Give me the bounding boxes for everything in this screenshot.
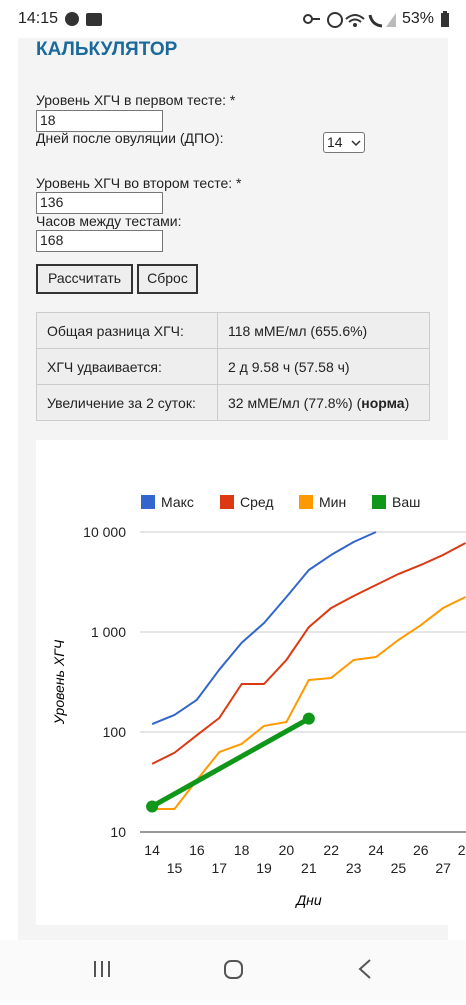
result-value: 32 мМЕ/мл (77.8%) (норма) [217,384,430,421]
navigation-bar [0,940,466,1000]
x-tick-label: 27 [435,860,451,876]
y-axis-label: Уровень ХГЧ [51,639,67,725]
calculate-button[interactable]: Рассчитать [36,264,133,294]
nav-icons [94,959,371,979]
x-tick-label: 18 [234,842,250,858]
field-label: Часов между тестами: [36,213,182,229]
result-label: Общая разница ХГЧ: [36,312,218,349]
calculator-title: КАЛЬКУЛЯТОР [36,39,178,60]
legend-label: Мин [319,494,346,510]
x-tick-label: 20 [279,842,295,858]
series-line [151,531,377,726]
field-label: Уровень ХГЧ во втором тесте: * [36,175,242,191]
x-tick-label: 22 [323,842,339,858]
y-tick-label: 10 000 [83,524,126,540]
result-label: Увеличение за 2 суток: [36,384,218,421]
home-button[interactable] [224,960,243,979]
legend-label: Ваш [392,494,420,510]
legend-swatch [220,495,234,509]
clock: 14:15 [18,10,59,27]
recent-apps-button[interactable] [94,961,110,977]
result-row: Увеличение за 2 суток: 32 мМЕ/мл (77.8%) … [36,384,430,421]
hcg2-input[interactable]: 136 [36,192,163,214]
field-label: Уровень ХГЧ в первом тесте: * [36,92,236,108]
status-bar: 14:15 53% [0,0,466,38]
chart: Уровень ХГЧ Дни 10 100 1 000 10 000 14 15 16 17… [51,494,466,908]
result-row: Общая разница ХГЧ: 118 мМЕ/мл (655.6%) [36,312,430,349]
field-label: Дней после овуляции (ДПО): [36,130,224,146]
legend-swatch [372,495,386,509]
y-tick-label: 1 000 [91,624,126,640]
battery-icon [441,11,449,27]
reset-button[interactable]: Сброс [137,264,198,294]
x-tick-label: 15 [167,860,183,876]
result-text: ) [404,394,410,411]
series-line [150,716,311,809]
x-tick-label: 16 [189,842,205,858]
x-axis-label: Дни [294,892,322,908]
x-tick-label: 14 [144,842,160,858]
result-row: ХГЧ удваивается: 2 д 9.58 ч (57.58 ч) [36,348,430,385]
hcg1-input[interactable]: 18 [36,110,163,132]
dpo-value: 14 [327,134,343,150]
legend-label: Макс [161,494,194,510]
result-label: ХГЧ удваивается: [36,348,218,385]
result-status: норма [361,394,405,411]
x-tick-label: 23 [346,860,362,876]
x-tick-label: 28 [458,842,466,858]
dpo-select[interactable]: 14 [323,132,365,153]
results-table: Общая разница ХГЧ: 118 мМЕ/мл (655.6%) ХГ… [36,312,430,421]
back-button[interactable] [358,959,371,979]
battery-level: 53% [402,10,435,27]
x-tick-label: 26 [413,842,429,858]
series-line [152,596,466,810]
dropdown-arrow [351,140,361,147]
chart-panel [36,440,448,925]
x-tick-label: 17 [211,860,227,876]
x-tick-label: 19 [256,860,272,876]
system-icons [303,12,396,28]
hours-input[interactable]: 168 [36,230,163,252]
y-tick-label: 10 [110,824,126,840]
notification-icons [65,12,102,26]
legend-swatch [141,495,155,509]
series-line [151,542,466,765]
y-tick-label: 100 [103,724,127,740]
x-tick-label: 21 [301,860,317,876]
result-value: 2 д 9.58 ч (57.58 ч) [217,348,430,385]
result-text: 32 мМЕ/мл (77.8%) ( [228,394,362,411]
legend-swatch [299,495,313,509]
x-tick-label: 25 [391,860,407,876]
x-tick-label: 24 [368,842,384,858]
series-point [146,800,159,813]
result-value: 118 мМЕ/мл (655.6%) [217,312,430,349]
series-point [302,712,315,725]
legend-label: Сред [240,494,274,510]
